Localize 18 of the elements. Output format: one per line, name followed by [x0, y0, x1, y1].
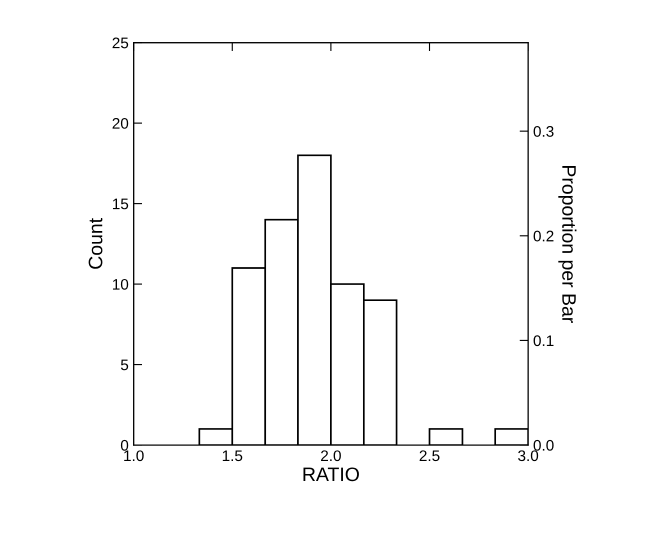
y2-tick-label: 0.3 — [534, 126, 554, 137]
x-tick-label: 1.5 — [222, 450, 242, 462]
y-tick-label: 0 — [120, 440, 128, 451]
y-tick-label: 10 — [112, 278, 128, 290]
x-tick-label: 1.0 — [124, 450, 144, 462]
x-tick-label: 3.0 — [518, 450, 538, 462]
x-axis-title: RATIO — [303, 467, 359, 482]
y2-tick-label: 0.2 — [534, 230, 554, 242]
y-axis-title: Count — [88, 218, 102, 269]
y2-tick-label: 0.0 — [534, 440, 554, 451]
y-tick-label: 15 — [112, 198, 128, 210]
y2-tick-label: 0.1 — [534, 335, 554, 346]
y-tick-label: 20 — [112, 118, 128, 129]
y-tick-label: 5 — [120, 360, 128, 370]
y2-axis-title: Proportion per Bar — [558, 166, 576, 323]
y-tick-label: 25 — [112, 38, 128, 48]
x-tick-label: 2.5 — [420, 450, 440, 462]
x-tick-label: 2.0 — [321, 450, 341, 462]
